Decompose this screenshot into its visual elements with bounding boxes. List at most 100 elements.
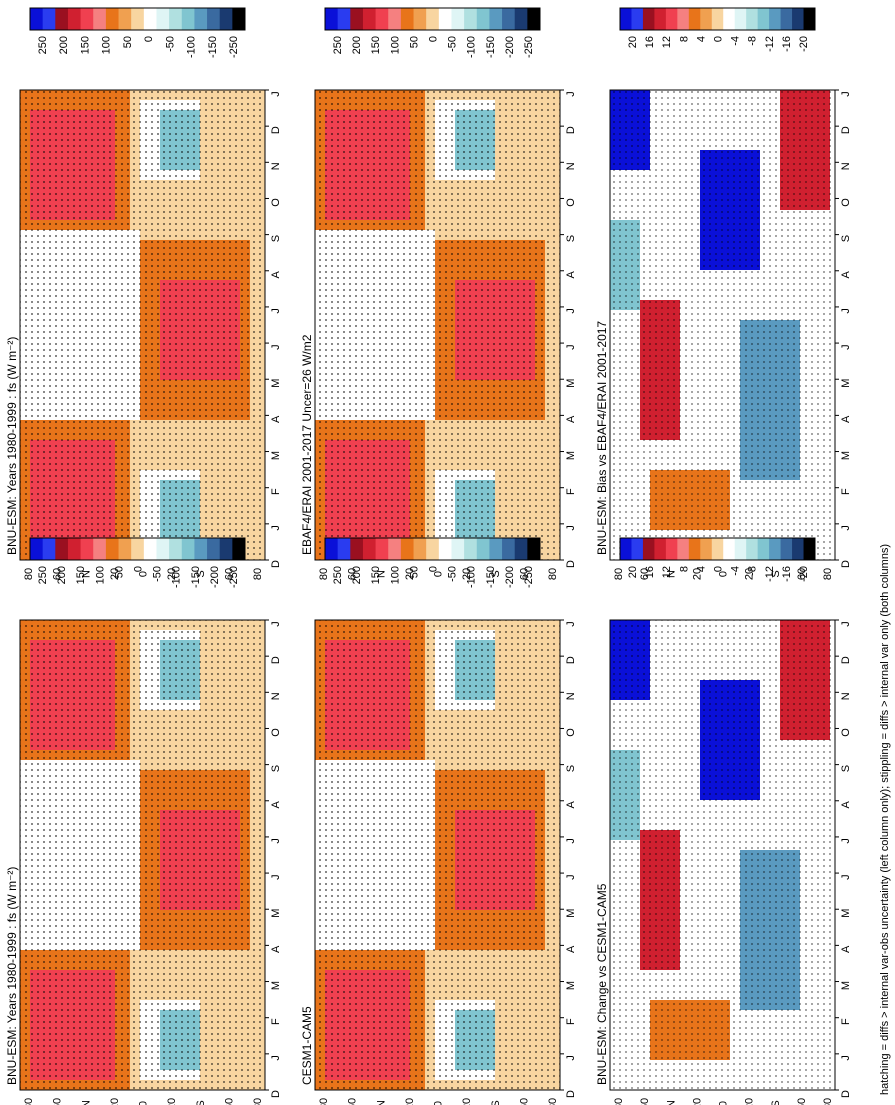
colorbar-frame bbox=[619, 7, 816, 31]
colorbar-label: -8 bbox=[747, 36, 759, 46]
x-tick-label: M bbox=[565, 451, 577, 460]
colorbar-swatch bbox=[711, 538, 724, 560]
colorbar-label: -20 bbox=[798, 36, 810, 52]
colorbar-label: 0 bbox=[143, 36, 155, 42]
colorbar-swatch bbox=[502, 8, 516, 30]
colorbar-swatch bbox=[654, 8, 667, 30]
y-tick-label: 20 bbox=[404, 1098, 416, 1105]
colorbar-swatch bbox=[143, 8, 157, 30]
colorbar-swatch bbox=[803, 538, 816, 560]
x-tick-label: F bbox=[270, 1018, 282, 1025]
x-tick-label: S bbox=[565, 765, 577, 772]
colorbar-swatch bbox=[757, 538, 770, 560]
colorbar-label: -50 bbox=[152, 566, 164, 582]
colorbar-swatch bbox=[792, 8, 805, 30]
colorbar-frame bbox=[29, 7, 246, 31]
colorbar-swatch bbox=[792, 538, 805, 560]
colorbar-swatch bbox=[677, 8, 690, 30]
colorbar-label: -100 bbox=[466, 566, 478, 588]
heatmap-frame bbox=[609, 619, 836, 1091]
colorbar-label: 0 bbox=[713, 36, 725, 42]
x-tick-label: J bbox=[840, 525, 852, 531]
x-tick-label: J bbox=[270, 1055, 282, 1061]
colorbar-swatch bbox=[723, 8, 736, 30]
y-tick-label: 20 bbox=[109, 568, 121, 580]
x-tick-label: M bbox=[270, 909, 282, 918]
colorbar-swatch bbox=[55, 8, 69, 30]
colorbar-swatch bbox=[654, 538, 667, 560]
colorbar-label: 250 bbox=[332, 566, 344, 584]
x-tick-label: F bbox=[840, 1018, 852, 1025]
x-tick-label: M bbox=[565, 909, 577, 918]
heatmap-frame bbox=[314, 619, 561, 1091]
y-tick-label: 20 bbox=[461, 568, 473, 580]
colorbar-swatch bbox=[131, 538, 145, 560]
colorbar-label: 8 bbox=[678, 566, 690, 572]
x-tick-label: J bbox=[565, 91, 577, 97]
y-tick-label: 0 bbox=[718, 1101, 730, 1105]
x-tick-label: O bbox=[565, 198, 577, 207]
y-tick-label: S bbox=[770, 570, 782, 577]
colorbar-label: 50 bbox=[408, 566, 420, 578]
colorbar-label: 50 bbox=[122, 36, 134, 48]
colorbar-swatch bbox=[665, 538, 678, 560]
y-tick-label: 80 bbox=[822, 1098, 834, 1105]
colorbar-swatch bbox=[400, 8, 415, 30]
panel-left-bottom bbox=[609, 89, 836, 561]
y-tick-label: 60 bbox=[518, 568, 530, 580]
colorbar-label: 150 bbox=[79, 36, 91, 54]
y-tick-label: 80 bbox=[822, 568, 834, 580]
colorbar-label: 250 bbox=[37, 566, 49, 584]
x-tick-label: S bbox=[270, 235, 282, 242]
colorbar-swatch bbox=[769, 538, 782, 560]
x-tick-label: D bbox=[840, 126, 852, 134]
colorbar-swatch bbox=[55, 538, 69, 560]
x-tick-label: M bbox=[840, 981, 852, 990]
x-tick-label: A bbox=[270, 270, 282, 278]
colorbar-label: -8 bbox=[747, 566, 759, 576]
colorbar-swatch bbox=[207, 538, 221, 560]
colorbar-swatch bbox=[527, 8, 541, 30]
colorbar-label: 4 bbox=[695, 566, 707, 572]
colorbar-label: 200 bbox=[351, 36, 363, 54]
x-tick-label: D bbox=[270, 656, 282, 664]
y-tick-label: 20 bbox=[109, 1098, 121, 1105]
colorbar-swatch bbox=[67, 8, 82, 30]
colorbar-swatch bbox=[131, 8, 145, 30]
y-tick-label: 80 bbox=[318, 1098, 330, 1105]
x-tick-label: M bbox=[270, 451, 282, 460]
x-tick-label: N bbox=[840, 162, 852, 170]
y-tick-label: 0 bbox=[718, 571, 730, 577]
colorbar-swatch bbox=[642, 8, 655, 30]
colorbar-swatch bbox=[476, 538, 490, 560]
colorbar-label: -250 bbox=[523, 36, 535, 58]
colorbar-swatch bbox=[700, 538, 713, 560]
colorbar-swatch bbox=[232, 8, 246, 30]
colorbar-swatch bbox=[700, 8, 713, 30]
colorbar-swatch bbox=[42, 8, 56, 30]
x-tick-label: J bbox=[565, 1055, 577, 1061]
colorbar-label: 20 bbox=[627, 566, 639, 578]
y-tick-label: 20 bbox=[166, 1098, 178, 1105]
y-tick-label: S bbox=[490, 1100, 502, 1105]
y-tick-label: S bbox=[195, 1100, 207, 1105]
colorbar-swatch bbox=[350, 8, 364, 30]
colorbar-swatch bbox=[67, 538, 82, 560]
x-tick-label: J bbox=[840, 838, 852, 844]
colorbar-label: 200 bbox=[56, 566, 68, 584]
x-tick-label: S bbox=[565, 235, 577, 242]
y-tick-label: 80 bbox=[252, 1098, 264, 1105]
y-tick-label: 20 bbox=[691, 1098, 703, 1105]
colorbar-label: -12 bbox=[764, 566, 776, 582]
x-tick-label: M bbox=[840, 379, 852, 388]
y-tick-label: S bbox=[770, 1100, 782, 1105]
x-tick-label: N bbox=[270, 692, 282, 700]
colorbar-swatch bbox=[734, 8, 747, 30]
colorbar-label: 4 bbox=[695, 36, 707, 42]
y-tick-label: 80 bbox=[613, 568, 625, 580]
colorbar-label: -100 bbox=[466, 36, 478, 58]
y-tick-label: N bbox=[375, 570, 387, 578]
colorbar-swatch bbox=[734, 538, 747, 560]
panel-left-top bbox=[19, 89, 266, 561]
panel-title: BNU-ESM: Years 1980-1999 : fs (W m⁻²) bbox=[5, 337, 19, 555]
